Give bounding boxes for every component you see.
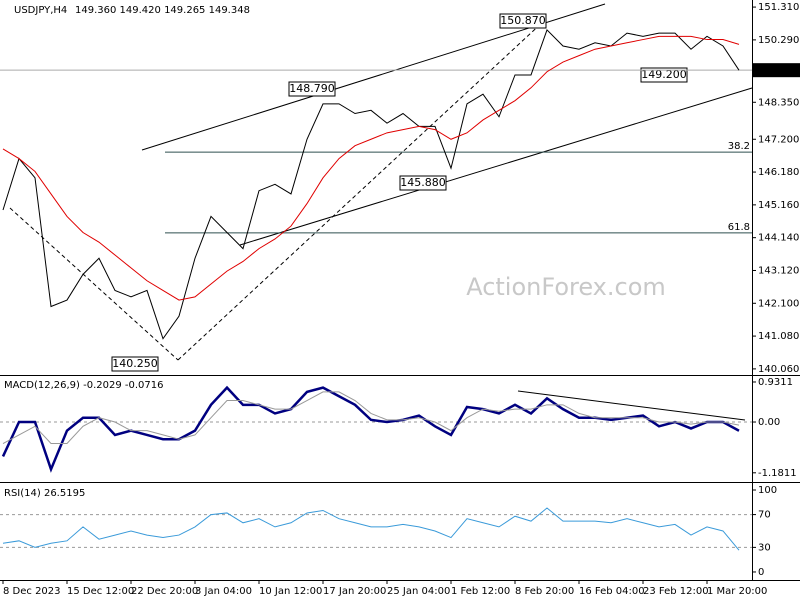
annotation: 140.250 bbox=[112, 357, 158, 370]
y-tick-label: 141.080 bbox=[758, 331, 799, 342]
series-line bbox=[2, 28, 740, 340]
fib-leg bbox=[177, 19, 546, 361]
macd-trendline bbox=[517, 390, 746, 421]
y-tick-label: -1.1811 bbox=[758, 468, 797, 479]
annotation: 145.880 bbox=[400, 176, 446, 189]
fib-label: 38.2 bbox=[728, 141, 750, 152]
y-tick-label: 30 bbox=[758, 542, 771, 553]
annotation-box bbox=[288, 81, 336, 97]
y-tick-label: 142.100 bbox=[758, 298, 799, 309]
annotation-box bbox=[640, 67, 688, 83]
panel-title: MACD(12,26,9) -0.2029 -0.0716 bbox=[4, 380, 164, 391]
y-tick-label: 0.9311 bbox=[758, 377, 793, 388]
fib-leg bbox=[9, 207, 179, 361]
x-tick-label: 1 Mar 20:00 bbox=[707, 586, 767, 597]
annotation-box bbox=[399, 175, 447, 191]
x-tick-label: 3 Jan 04:00 bbox=[195, 586, 252, 597]
annotation-box bbox=[499, 13, 547, 29]
series-line bbox=[2, 391, 740, 445]
annotation-box bbox=[111, 356, 159, 372]
y-tick-label: 145.160 bbox=[758, 200, 799, 211]
symbol: USDJPY,H4 bbox=[14, 5, 67, 16]
channel-lower bbox=[239, 87, 753, 246]
y-tick-label: 70 bbox=[758, 510, 771, 521]
fib-label: 61.8 bbox=[728, 222, 750, 233]
x-tick-label: 15 Dec 12:00 bbox=[67, 586, 134, 597]
panel-title: RSI(14) 26.5195 bbox=[4, 488, 85, 499]
y-tick-label: 146.180 bbox=[758, 167, 799, 178]
series-line bbox=[2, 35, 740, 301]
y-tick-label: 147.200 bbox=[758, 134, 799, 145]
y-tick-label: 151.310 bbox=[758, 2, 799, 13]
x-tick-label: 1 Feb 12:00 bbox=[451, 586, 510, 597]
x-tick-label: 17 Jan 20:00 bbox=[323, 586, 386, 597]
x-tick-label: 23 Feb 12:00 bbox=[643, 586, 709, 597]
x-tick-label: 8 Dec 2023 bbox=[3, 586, 61, 597]
annotation: 149.200 bbox=[641, 68, 687, 81]
series-line bbox=[2, 507, 740, 551]
x-tick-label: 25 Jan 04:00 bbox=[387, 586, 450, 597]
y-tick-label: 144.140 bbox=[758, 233, 799, 244]
y-tick-label: 148.350 bbox=[758, 97, 799, 108]
x-tick-label: 8 Feb 20:00 bbox=[515, 586, 574, 597]
annotation: 150.870 bbox=[500, 14, 546, 27]
x-tick-label: 16 Feb 04:00 bbox=[579, 586, 645, 597]
panel-frames bbox=[0, 0, 800, 581]
annotation: 148.790 bbox=[289, 82, 335, 95]
last-price-box bbox=[753, 63, 800, 78]
y-tick-label: 150.290 bbox=[758, 35, 799, 46]
x-tick-label: 10 Jan 12:00 bbox=[259, 586, 322, 597]
last-price-label: 149.348 bbox=[756, 65, 797, 76]
y-tick-label: 143.120 bbox=[758, 265, 799, 276]
x-tick-label: 22 Dec 20:00 bbox=[131, 586, 198, 597]
price-annotations: 150.870 148.790 145.880 140.250 149.200 bbox=[111, 13, 688, 372]
y-tick-label: 140.060 bbox=[758, 364, 799, 375]
quote: 149.360 149.420 149.265 149.348 bbox=[75, 5, 250, 16]
y-tick-label: 0 bbox=[758, 567, 764, 578]
y-tick-label: 0.00 bbox=[758, 417, 780, 428]
watermark: ActionForex.com bbox=[466, 273, 666, 301]
y-tick-label: 100 bbox=[758, 485, 777, 496]
series-line bbox=[1, 385, 740, 473]
